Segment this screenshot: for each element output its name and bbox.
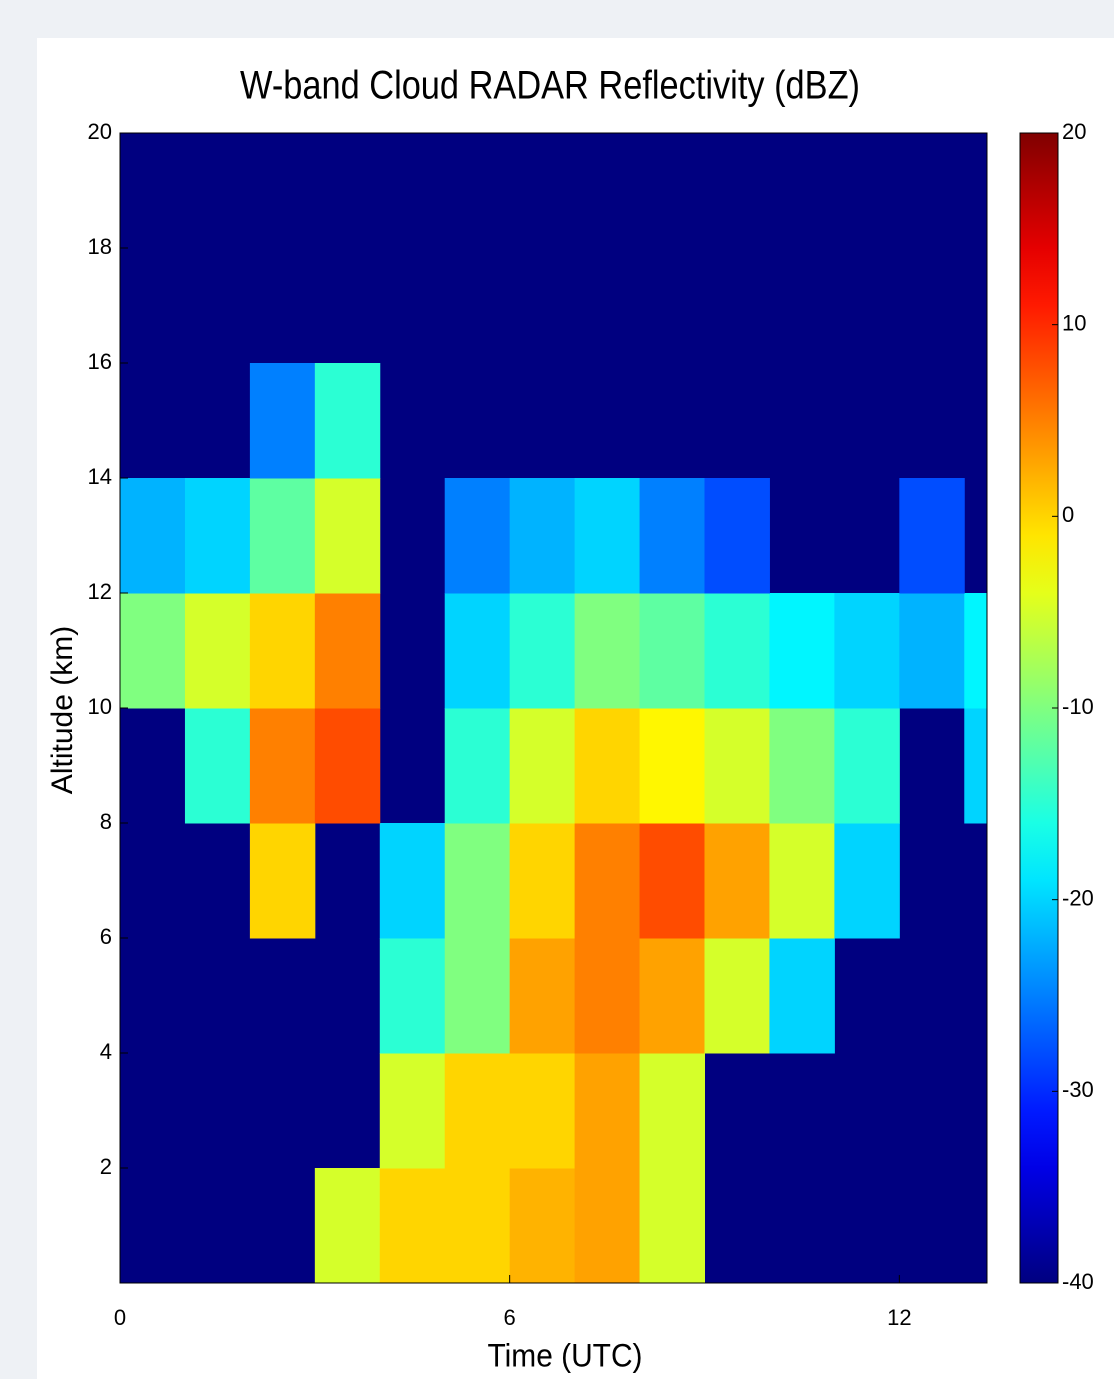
heatmap-cell <box>704 823 770 939</box>
heatmap-cell <box>379 823 446 939</box>
y-axis-label: Altitude (km) <box>46 626 79 794</box>
chart-title: W-band Cloud RADAR Reflectivity (dBZ) <box>240 64 860 108</box>
heatmap-cell <box>249 823 316 939</box>
heatmap-cell <box>444 1168 511 1284</box>
heatmap-cell <box>444 708 511 824</box>
heatmap-cell <box>314 363 381 479</box>
heatmap-cell <box>574 1053 641 1169</box>
colorbar-tick-label: -20 <box>1062 885 1094 910</box>
colorbar-tick-label: 10 <box>1062 310 1086 335</box>
heatmap-cell <box>704 938 770 1054</box>
heatmap-cell <box>444 823 511 939</box>
y-tick-label: 2 <box>100 1154 112 1179</box>
heatmap-cell <box>769 938 835 1054</box>
heatmap-cell <box>184 478 251 594</box>
colorbar <box>1019 132 1059 1284</box>
heatmap-cell <box>314 1168 381 1284</box>
heatmap-cell <box>639 823 705 939</box>
heatmap-cell <box>704 478 770 594</box>
heatmap-cell <box>509 823 576 939</box>
heatmap-cell <box>574 593 641 709</box>
y-tick-label: 14 <box>88 464 112 489</box>
heatmap-cell <box>574 478 641 594</box>
heatmap-cell <box>574 1168 641 1284</box>
y-tick-label: 6 <box>100 924 112 949</box>
heatmap-cell <box>120 593 186 709</box>
heatmap-cell <box>379 1168 446 1284</box>
heatmap-cell <box>120 478 186 594</box>
y-tick-label: 20 <box>88 119 112 144</box>
x-tick-label: 12 <box>887 1305 911 1330</box>
heatmap-cell <box>379 1053 446 1169</box>
y-tick-label: 12 <box>88 579 112 604</box>
heatmap-cell <box>639 938 705 1054</box>
heatmap-cell <box>509 478 576 594</box>
heatmap-cell <box>639 1168 705 1284</box>
heatmap-cell <box>314 593 381 709</box>
y-tick-label: 4 <box>100 1039 112 1064</box>
heatmap-cell <box>444 593 511 709</box>
heatmap-cell <box>639 708 705 824</box>
heatmap-cell <box>184 593 251 709</box>
heatmap-cell <box>639 1053 705 1169</box>
heatmap-cell <box>964 708 988 824</box>
heatmap-cell <box>314 708 381 824</box>
heatmap-cell <box>444 938 511 1054</box>
heatmap-cell <box>509 938 576 1054</box>
y-tick-label: 18 <box>88 234 112 259</box>
colorbar-tick-label: 0 <box>1062 502 1074 527</box>
heatmap-cell <box>834 593 900 709</box>
heatmap-cell <box>509 708 576 824</box>
heatmap-cell <box>964 593 988 709</box>
heatmap-cell <box>249 363 316 479</box>
heatmap-cell <box>834 708 900 824</box>
heatmap-cell <box>249 708 316 824</box>
x-axis-label: Time (UTC) <box>488 1337 643 1373</box>
heatmap-cell <box>769 823 835 939</box>
heatmap-cell <box>444 1053 511 1169</box>
heatmap-cell <box>639 593 705 709</box>
y-tick-label: 8 <box>100 809 112 834</box>
colorbar-tick-label: -10 <box>1062 694 1094 719</box>
x-tick-label: 6 <box>504 1305 516 1330</box>
x-tick-label: 0 <box>114 1305 126 1330</box>
heatmap-cell <box>509 1168 576 1284</box>
heatmap-cell <box>899 593 965 709</box>
heatmap-cell <box>704 708 770 824</box>
heatmap-cell <box>574 823 641 939</box>
heatmap-cell <box>314 478 381 594</box>
heatmap-cell <box>444 478 511 594</box>
heatmap-cell <box>769 593 835 709</box>
heatmap-cell <box>509 1053 576 1169</box>
heatmap-cell <box>769 708 835 824</box>
colorbar-tick-label: 20 <box>1062 119 1086 144</box>
y-tick-label: 10 <box>88 694 112 719</box>
heatmap-cell <box>509 593 576 709</box>
colorbar-tick-label: -30 <box>1062 1077 1094 1102</box>
heatmap-cell <box>574 938 641 1054</box>
heatmap-cell <box>834 823 900 939</box>
heatmap-cell <box>249 478 316 594</box>
heatmap-cell <box>184 708 251 824</box>
heatmap-cell <box>704 593 770 709</box>
heatmap-cell <box>249 593 316 709</box>
heatmap-cell <box>639 478 705 594</box>
colorbar-tick-label: -40 <box>1062 1269 1094 1294</box>
heatmap-cell <box>899 478 965 594</box>
y-tick-label: 16 <box>88 349 112 374</box>
heatmap-cell <box>574 708 641 824</box>
heatmap-cell <box>379 938 446 1054</box>
